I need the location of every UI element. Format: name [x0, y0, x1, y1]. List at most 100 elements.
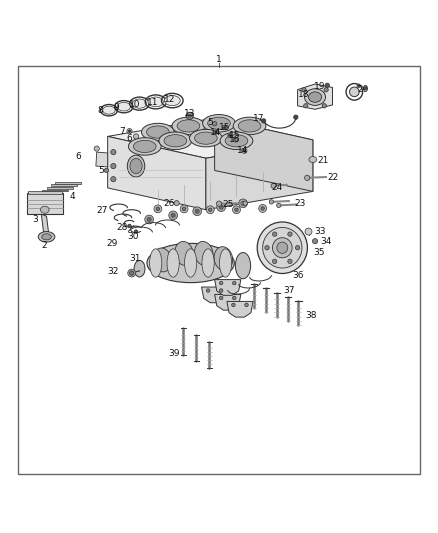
Circle shape	[293, 115, 298, 119]
Ellipse shape	[219, 249, 232, 277]
Ellipse shape	[148, 97, 163, 107]
Text: 33: 33	[314, 227, 326, 236]
Text: 6: 6	[75, 151, 81, 160]
Circle shape	[188, 114, 191, 118]
Circle shape	[322, 103, 326, 108]
Text: 20: 20	[357, 85, 369, 94]
Text: 15: 15	[219, 123, 230, 132]
Circle shape	[130, 271, 134, 275]
Text: 9: 9	[113, 103, 119, 111]
Circle shape	[312, 239, 318, 244]
Ellipse shape	[172, 117, 205, 135]
Circle shape	[305, 228, 312, 235]
Circle shape	[277, 203, 281, 207]
Ellipse shape	[257, 222, 307, 273]
Text: 38: 38	[305, 311, 316, 320]
Ellipse shape	[128, 138, 161, 155]
Polygon shape	[215, 118, 313, 191]
Text: 22: 22	[328, 173, 339, 182]
Text: 8: 8	[97, 106, 103, 115]
Circle shape	[212, 122, 217, 126]
Ellipse shape	[147, 244, 234, 282]
Ellipse shape	[220, 132, 253, 149]
Ellipse shape	[159, 132, 192, 149]
Text: 17: 17	[253, 114, 264, 123]
Ellipse shape	[40, 206, 49, 213]
Text: 18: 18	[298, 91, 310, 100]
Circle shape	[127, 128, 132, 134]
Circle shape	[259, 205, 267, 212]
Circle shape	[217, 203, 226, 212]
Ellipse shape	[308, 92, 321, 102]
Polygon shape	[41, 214, 49, 234]
Ellipse shape	[263, 228, 302, 268]
Circle shape	[111, 149, 116, 155]
Text: 13: 13	[184, 109, 195, 118]
Circle shape	[272, 232, 277, 236]
Text: 23: 23	[294, 199, 305, 208]
Ellipse shape	[127, 155, 145, 177]
Ellipse shape	[38, 231, 55, 242]
Circle shape	[243, 201, 247, 205]
Ellipse shape	[153, 248, 172, 272]
Circle shape	[261, 207, 265, 210]
Circle shape	[111, 164, 116, 169]
Polygon shape	[215, 294, 241, 310]
Circle shape	[269, 200, 274, 204]
Text: 21: 21	[317, 156, 328, 165]
Ellipse shape	[141, 123, 174, 141]
Circle shape	[128, 130, 131, 133]
Circle shape	[245, 303, 248, 306]
Circle shape	[265, 246, 269, 250]
Circle shape	[134, 230, 138, 233]
Circle shape	[232, 303, 235, 306]
Ellipse shape	[167, 249, 179, 277]
Ellipse shape	[203, 115, 235, 132]
Circle shape	[156, 207, 159, 211]
Ellipse shape	[130, 158, 142, 174]
Bar	[55, 182, 81, 183]
Text: 37: 37	[283, 286, 295, 295]
Circle shape	[169, 211, 177, 220]
Circle shape	[174, 200, 179, 206]
Ellipse shape	[214, 247, 233, 271]
Ellipse shape	[150, 249, 162, 277]
Bar	[28, 190, 62, 194]
Circle shape	[271, 183, 276, 188]
Circle shape	[243, 149, 246, 152]
Circle shape	[295, 246, 300, 250]
Text: 26: 26	[163, 199, 174, 208]
Bar	[27, 193, 63, 214]
Circle shape	[216, 201, 222, 206]
Polygon shape	[215, 280, 241, 295]
Circle shape	[325, 83, 329, 87]
Text: 30: 30	[127, 232, 139, 241]
Text: 34: 34	[320, 237, 332, 246]
Circle shape	[154, 205, 162, 213]
Ellipse shape	[190, 130, 222, 147]
Ellipse shape	[309, 157, 317, 163]
Text: 32: 32	[108, 267, 119, 276]
Circle shape	[208, 208, 212, 212]
Text: 6: 6	[127, 134, 132, 143]
Text: 14: 14	[237, 146, 249, 155]
Ellipse shape	[177, 120, 200, 132]
Text: 15: 15	[229, 131, 240, 140]
Polygon shape	[96, 152, 108, 167]
Ellipse shape	[164, 135, 187, 147]
Circle shape	[241, 201, 245, 206]
Text: 39: 39	[169, 349, 180, 358]
Circle shape	[288, 232, 292, 236]
Text: 24: 24	[272, 182, 283, 191]
Circle shape	[288, 259, 292, 263]
Circle shape	[233, 296, 236, 300]
Circle shape	[228, 133, 232, 138]
Circle shape	[195, 209, 199, 213]
Polygon shape	[108, 136, 206, 210]
Polygon shape	[201, 287, 228, 303]
Circle shape	[134, 134, 139, 139]
Ellipse shape	[134, 261, 145, 277]
Ellipse shape	[350, 87, 359, 96]
Circle shape	[128, 269, 136, 277]
Circle shape	[364, 87, 367, 90]
